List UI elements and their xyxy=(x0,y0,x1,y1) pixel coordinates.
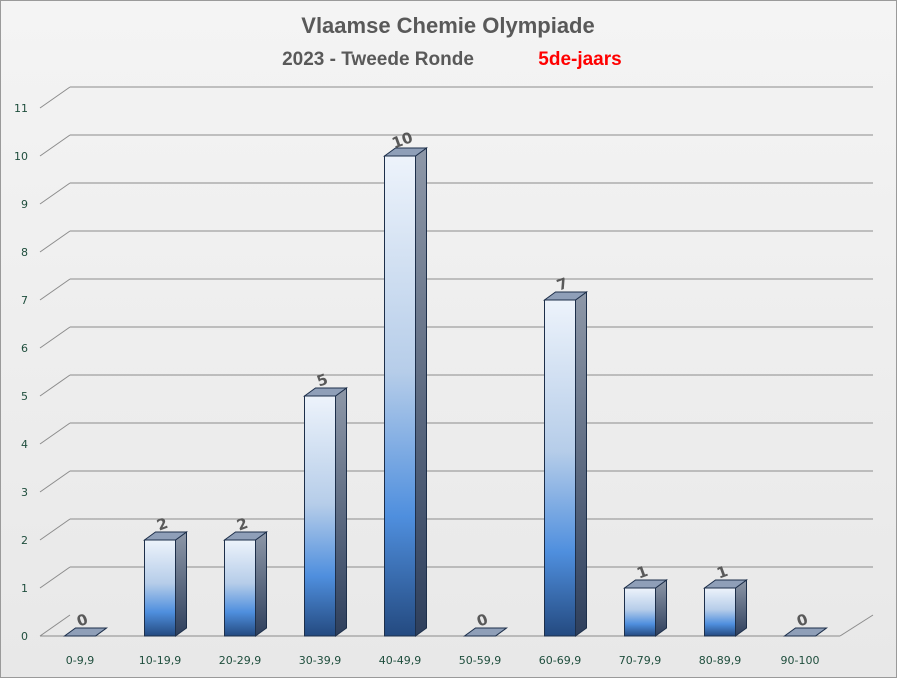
gridline-diag xyxy=(39,470,71,493)
bar xyxy=(222,531,269,637)
bar-side xyxy=(415,147,427,637)
bar xyxy=(382,147,429,637)
bar-top xyxy=(782,627,829,637)
gridline-diag xyxy=(39,230,71,253)
bar-front xyxy=(144,539,176,637)
data-label: 5 xyxy=(314,370,330,390)
bar-top xyxy=(382,147,429,157)
x-tick-label: 60-69,9 xyxy=(539,654,581,667)
x-axis: 0-9,9 10-19,9 20-29,9 30-39,9 40-49,9 50-59,9… xyxy=(66,654,820,667)
bar xyxy=(302,387,349,637)
data-label: 2 xyxy=(154,514,170,534)
bar-front xyxy=(704,587,736,637)
x-tick-label: 20-29,9 xyxy=(219,654,261,667)
x-tick-label: 30-39,9 xyxy=(299,654,341,667)
y-tick-label: 7 xyxy=(21,294,28,307)
bar-top xyxy=(622,579,669,589)
data-label: 0 xyxy=(794,610,810,630)
y-tick-label: 11 xyxy=(14,102,28,115)
bar-front xyxy=(384,155,416,637)
bar-front xyxy=(304,395,336,637)
bar xyxy=(622,579,669,637)
chart-subtitle-highlight: 5de-jaars xyxy=(538,49,621,70)
bar-top xyxy=(222,531,269,541)
y-tick-label: 1 xyxy=(21,582,28,595)
x-tick-label: 90-100 xyxy=(781,654,820,667)
floor-side-edge xyxy=(839,614,874,637)
data-label: 2 xyxy=(234,514,250,534)
data-label: 1 xyxy=(634,562,650,582)
gridline-diag xyxy=(39,566,71,589)
y-tick-label: 2 xyxy=(21,534,28,547)
bar-side xyxy=(575,291,587,637)
gridline-diag xyxy=(39,374,71,397)
x-tick-label: 0-9,9 xyxy=(66,654,94,667)
data-label: 0 xyxy=(74,610,90,630)
x-tick-label: 10-19,9 xyxy=(139,654,181,667)
y-tick-label: 9 xyxy=(21,198,28,211)
bar-front xyxy=(224,539,256,637)
bar xyxy=(542,291,589,637)
bar xyxy=(702,579,749,637)
bar-top xyxy=(542,291,589,301)
chart-subtitle: 2023 - Tweede Ronde xyxy=(282,49,474,70)
bar-side xyxy=(255,531,267,637)
bar-top xyxy=(462,627,509,637)
y-tick-label: 10 xyxy=(14,150,28,163)
gridline-diag xyxy=(39,86,71,109)
bar-top xyxy=(142,531,189,541)
gridline-diag xyxy=(39,518,71,541)
bar xyxy=(462,627,509,637)
x-tick-label: 70-79,9 xyxy=(619,654,661,667)
gridline-diag xyxy=(39,614,71,637)
gridline-diag xyxy=(39,326,71,349)
chart-title: Vlaamse Chemie Olympiade xyxy=(301,13,594,38)
data-label: 0 xyxy=(474,610,490,630)
y-tick-label: 6 xyxy=(21,342,28,355)
y-axis: 0 1 2 3 4 5 6 7 8 9 10 11 xyxy=(14,102,28,643)
gridline-diag xyxy=(39,182,71,205)
y-tick-label: 5 xyxy=(21,390,28,403)
y-tick-label: 4 xyxy=(21,438,28,451)
y-tick-label: 8 xyxy=(21,246,28,259)
data-label: 1 xyxy=(714,562,730,582)
bar xyxy=(782,627,829,637)
x-tick-label: 50-59,9 xyxy=(459,654,501,667)
x-tick-label: 40-49,9 xyxy=(379,654,421,667)
bar-front xyxy=(544,299,576,637)
bar-top xyxy=(702,579,749,589)
bar-front xyxy=(624,587,656,637)
y-tick-label: 0 xyxy=(21,630,28,643)
bar-top xyxy=(62,627,109,637)
bar-side xyxy=(335,387,347,637)
bar-top xyxy=(302,387,349,397)
bar-side xyxy=(655,579,667,637)
bar xyxy=(62,627,109,637)
gridline-diag xyxy=(39,134,71,157)
bar-side xyxy=(735,579,747,637)
gridline-diag xyxy=(39,278,71,301)
gridlines xyxy=(39,86,874,637)
data-label: 7 xyxy=(554,274,570,294)
x-tick-label: 80-89,9 xyxy=(699,654,741,667)
gridline-diag xyxy=(39,422,71,445)
bar-side xyxy=(175,531,187,637)
bar xyxy=(142,531,189,637)
y-tick-label: 3 xyxy=(21,486,28,499)
